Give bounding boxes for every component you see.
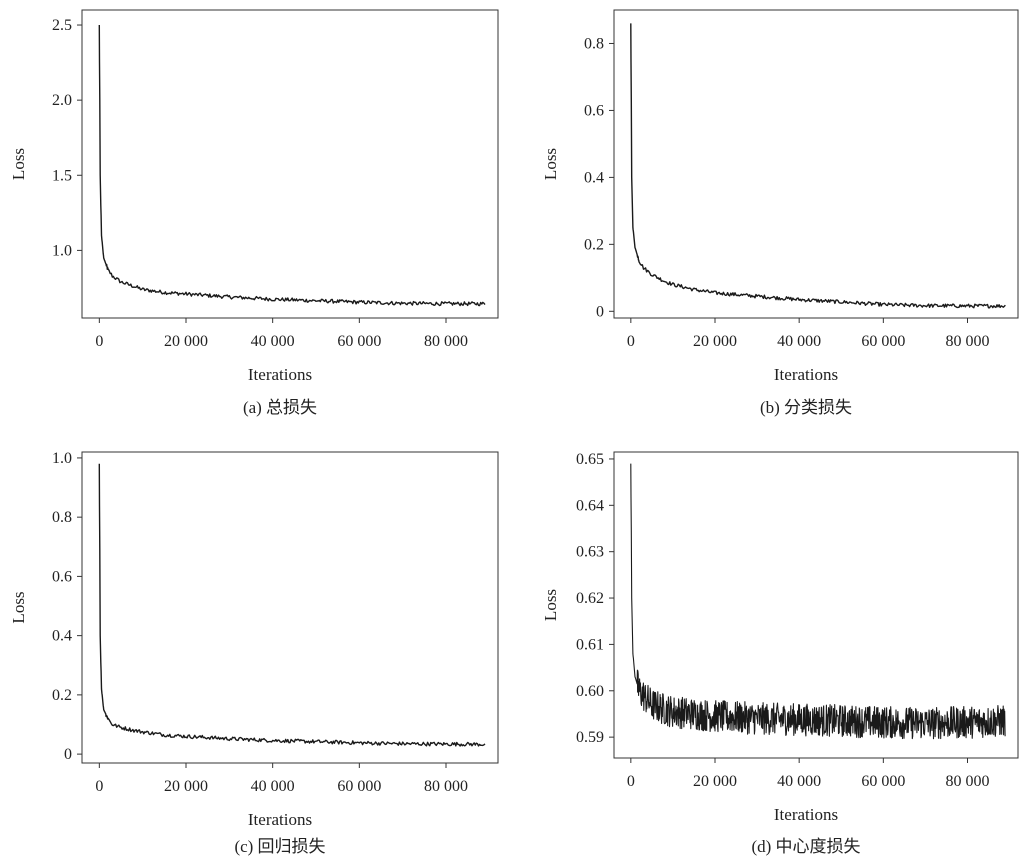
x-tick-label: 60 000 [337, 778, 381, 795]
chart-caption: (b) 分类损失 [760, 398, 852, 417]
plot-frame [613, 451, 1019, 759]
x-tick-label: 80 000 [424, 778, 468, 795]
y-tick-label: 0.4 [52, 628, 72, 645]
x-tick-label: 20 000 [693, 333, 737, 350]
x-tick-label: 60 000 [337, 333, 381, 350]
y-tick-label: 0.6 [52, 568, 72, 585]
series-line-1 [98, 24, 486, 307]
x-tick-label: 40 000 [777, 773, 821, 790]
y-tick-label: 1.0 [52, 450, 72, 467]
x-axis-label: Iterations [248, 365, 312, 384]
y-tick-label: 0.6 [584, 102, 604, 119]
x-tick-label: 0 [95, 778, 103, 795]
x-axis-label: Iterations [248, 810, 312, 829]
x-tick-label: 40 000 [251, 778, 295, 795]
y-tick-label: 0.61 [576, 636, 604, 653]
y-tick-label: 0 [596, 303, 604, 320]
chart-panel-1: 0 20 000 40 000 60 000 80 000 1.0 1.5 2.0 2.5 Ite… [9, 9, 499, 417]
y-tick-label: 0.8 [52, 509, 72, 526]
y-tick-label: 0 [64, 746, 72, 763]
x-tick-label: 0 [95, 333, 103, 350]
series-line-1 [98, 463, 486, 747]
chart-panel-3: 0 20 000 40 000 60 000 80 000 0 0.2 0.4 0.6 0.8 1.… [9, 450, 499, 856]
x-tick-label: 80 000 [424, 333, 468, 350]
x-tick-label: 0 [627, 333, 635, 350]
y-tick-label: 0.64 [576, 497, 604, 514]
x-tick-label: 80 000 [946, 773, 990, 790]
x-tick-label: 40 000 [251, 333, 295, 350]
y-tick-label: 0.65 [576, 451, 604, 468]
x-tick-label: 20 000 [164, 778, 208, 795]
y-tick-label: 0.62 [576, 590, 604, 607]
y-tick-label: 1.0 [52, 242, 72, 259]
chart-caption: (a) 总损失 [243, 398, 317, 417]
x-tick-label: 20 000 [164, 333, 208, 350]
y-tick-label: 0.8 [584, 35, 604, 52]
y-axis-label: Loss [541, 589, 560, 621]
chart-caption: (d) 中心度损失 [751, 837, 860, 856]
chart-panel-2: 0 20 000 40 000 60 000 80 000 0 0.2 0.4 0.6 0.8 It… [541, 9, 1019, 417]
y-axis-label: Loss [541, 148, 560, 180]
x-axis-label: Iterations [774, 805, 838, 824]
y-axis-label: Loss [9, 148, 28, 180]
y-axis-label: Loss [9, 591, 28, 623]
y-tick-label: 2.5 [52, 17, 72, 34]
y-tick-label: 0.4 [584, 169, 604, 186]
y-tick-label: 0.2 [52, 687, 72, 704]
y-tick-label: 0.63 [576, 544, 604, 561]
x-tick-label: 60 000 [861, 773, 905, 790]
plot-frame [81, 451, 499, 764]
x-tick-label: 20 000 [693, 773, 737, 790]
x-tick-label: 40 000 [777, 333, 821, 350]
chart-panel-4: 0 20 000 40 000 60 000 80 000 0.59 0.60 0.61 0.6… [541, 451, 1019, 856]
y-tick-label: 0.2 [584, 236, 604, 253]
x-tick-label: 0 [627, 773, 635, 790]
x-tick-label: 80 000 [946, 333, 990, 350]
plot-frame [613, 9, 1019, 319]
y-tick-label: 0.59 [576, 729, 604, 746]
y-tick-label: 1.5 [52, 167, 72, 184]
y-tick-label: 0.60 [576, 683, 604, 700]
x-tick-label: 60 000 [861, 333, 905, 350]
y-tick-label: 2.0 [52, 92, 72, 109]
series-line-1 [630, 23, 1006, 309]
x-axis-label: Iterations [774, 365, 838, 384]
plot-frame [81, 9, 499, 319]
series-line-1 [630, 463, 1006, 740]
chart-caption: (c) 回归损失 [234, 837, 325, 856]
